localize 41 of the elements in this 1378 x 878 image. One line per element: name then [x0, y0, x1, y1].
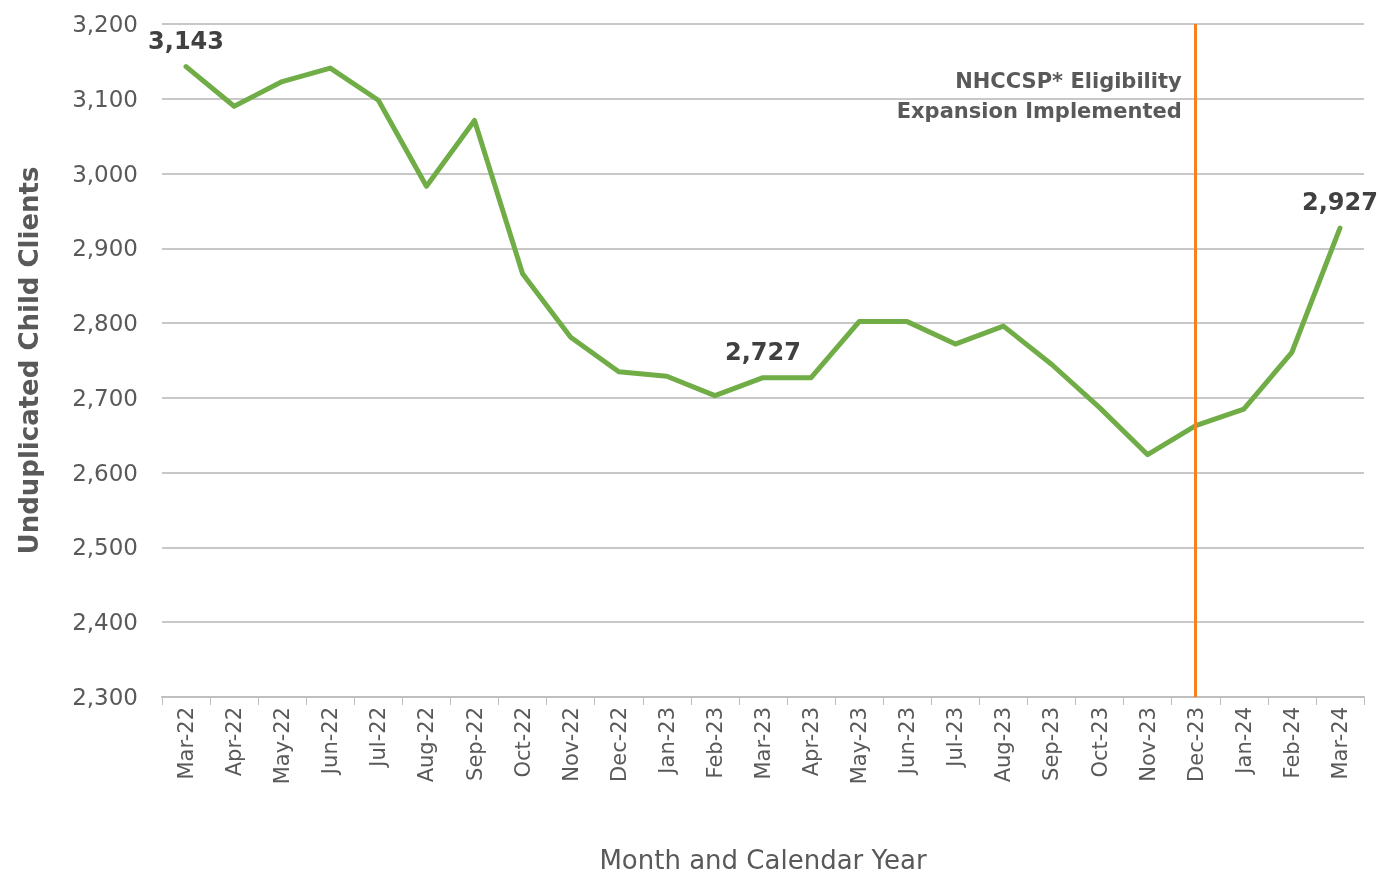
y-tick-label: 3,200 — [72, 11, 138, 37]
x-tick-label: Sep-22 — [462, 707, 487, 781]
x-tick-label: Oct-22 — [510, 707, 535, 778]
x-tick-label: Jan-23 — [654, 707, 679, 776]
x-tick-label: Mar-22 — [174, 707, 199, 780]
y-tick-label: 2,500 — [72, 534, 138, 561]
data-label: 2,727 — [725, 337, 801, 366]
y-tick-label: 2,800 — [72, 310, 138, 337]
y-tick-label: 3,000 — [72, 160, 138, 187]
x-tick-label: May-23 — [847, 707, 872, 785]
x-tick-label: Apr-22 — [222, 707, 247, 777]
y-tick-label: 2,700 — [72, 384, 138, 411]
y-axis-title: Unduplicated Child Clients — [14, 166, 44, 555]
x-tick-label: Mar-24 — [1327, 707, 1352, 780]
x-tick-label: Feb-23 — [702, 707, 727, 779]
y-tick-label: 2,600 — [72, 459, 138, 486]
y-tick-label: 2,900 — [72, 235, 138, 262]
data-label: 2,927 — [1302, 188, 1378, 217]
x-tick-label: May-22 — [270, 707, 295, 785]
x-tick-label: Jan-24 — [1231, 707, 1256, 776]
x-tick-label: Aug-22 — [414, 707, 439, 783]
x-tick-label: Jun-22 — [318, 707, 343, 777]
x-tick-label: Jul-23 — [943, 707, 968, 769]
x-tick-label: Oct-23 — [1087, 707, 1112, 778]
x-tick-label: Apr-23 — [799, 707, 824, 777]
x-axis-title: Month and Calendar Year — [599, 845, 927, 875]
x-tick-label: Sep-23 — [1039, 707, 1064, 781]
x-tick-label: Aug-23 — [991, 707, 1016, 783]
x-tick-label: Jun-23 — [895, 707, 920, 777]
ref-line-label: NHCCSP* Eligibility Expansion Implemented — [896, 69, 1183, 123]
y-tick-label: 2,300 — [72, 684, 138, 710]
x-tick-label: Mar-23 — [751, 707, 775, 780]
x-tick-label: Feb-24 — [1279, 707, 1304, 779]
x-tick-label: Jul-22 — [366, 707, 391, 769]
x-tick-label: Dec-22 — [606, 707, 631, 782]
y-tick-label: 3,100 — [72, 85, 138, 112]
data-label: 3,143 — [148, 26, 224, 55]
x-tick-label: Nov-22 — [558, 707, 583, 782]
x-tick-label: Nov-23 — [1135, 707, 1160, 782]
y-tick-label: 2,400 — [72, 609, 138, 636]
x-tick-label: Dec-23 — [1183, 707, 1208, 782]
